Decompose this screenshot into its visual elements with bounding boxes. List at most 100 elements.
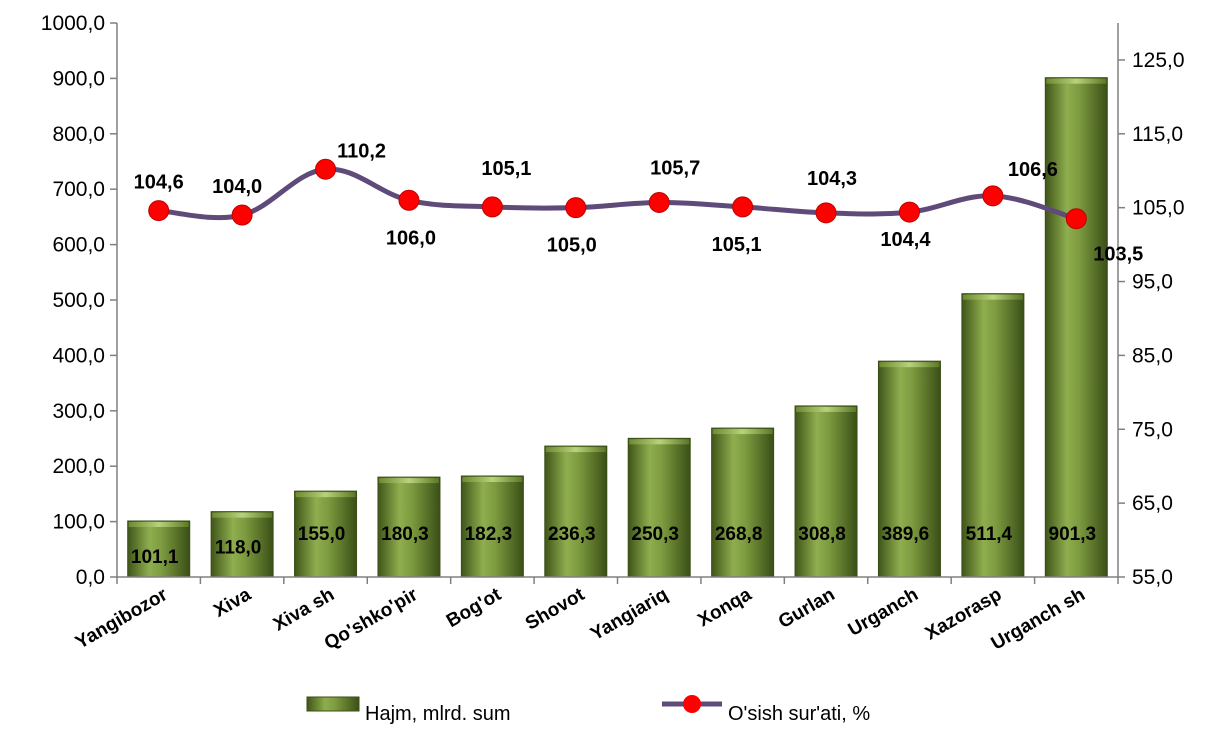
bar-top: [879, 362, 940, 368]
bar-body: [794, 405, 858, 578]
bar: [627, 437, 691, 578]
bar-value-label: 308,8: [798, 524, 846, 545]
line-point: [231, 204, 253, 226]
legend-bar-swatch: [306, 696, 360, 712]
bar: [711, 427, 775, 578]
category-label: Urganch: [845, 584, 922, 641]
line-point: [1065, 208, 1087, 230]
category-label: Urganch sh: [988, 584, 1089, 654]
category-label: Yangiariq: [587, 584, 672, 645]
bar: [1044, 77, 1108, 578]
bar: [877, 360, 941, 578]
line-value-label: 105,0: [547, 235, 597, 257]
right-tick-label: 95,0: [1132, 271, 1173, 294]
bar: [377, 476, 441, 578]
bar-value-label: 901,3: [1049, 524, 1097, 545]
line-point: [398, 189, 420, 211]
bar-body: [877, 360, 941, 578]
bar-value-label: 180,3: [381, 524, 429, 545]
left-tick-label: 200,0: [52, 455, 105, 478]
bar-top: [462, 477, 523, 483]
bar-value-label: 511,4: [966, 524, 1013, 545]
line-value-label: 105,1: [481, 158, 531, 180]
bar-top: [378, 478, 439, 484]
line-value-label: 110,2: [337, 140, 386, 162]
bar-value-label: 268,8: [715, 524, 763, 545]
bar-body: [711, 427, 775, 578]
left-tick-label: 500,0: [52, 289, 105, 312]
bar-top: [212, 512, 273, 518]
line-point: [481, 196, 503, 218]
line-point: [732, 196, 754, 218]
category-label: Bog'ot: [443, 584, 506, 632]
bar: [210, 511, 274, 578]
category-label: Shovot: [522, 584, 589, 635]
left-tick-label: 400,0: [52, 344, 105, 367]
bar-value-label: 236,3: [548, 524, 596, 545]
legend: Hajm, mlrd. sum O'sish sur'ati, %: [306, 695, 870, 725]
line-point: [148, 200, 170, 222]
left-tick-label: 0,0: [76, 566, 105, 589]
bar-value-label: 155,0: [298, 524, 346, 545]
bar-top: [295, 492, 356, 498]
bar: [127, 520, 191, 578]
line-value-label: 106,6: [1008, 159, 1058, 181]
bar-top: [128, 521, 189, 527]
bar-value-label: 118,0: [215, 538, 262, 559]
line-point: [898, 201, 920, 223]
bar-body: [377, 476, 441, 578]
growth-line: [158, 166, 1077, 222]
category-label: Xonqa: [694, 584, 755, 631]
data-labels: 101,1 118,0 155,0 180,3 182,3 236,3 250,3 268,8…: [131, 140, 1143, 568]
line-point: [565, 197, 587, 219]
bar-top: [796, 406, 857, 412]
left-tick-label: 800,0: [52, 123, 105, 146]
line-point: [982, 185, 1004, 207]
bar-value-label: 389,6: [882, 524, 930, 545]
legend-bar-label: Hajm, mlrd. sum: [365, 703, 511, 725]
bar-value-label: 101,1: [131, 547, 179, 568]
line-value-label: 105,1: [712, 234, 762, 256]
bar-body: [627, 437, 691, 578]
bar-body: [961, 293, 1025, 578]
bar-top: [545, 447, 606, 453]
line-point: [648, 191, 670, 213]
category-label: Qo'shko'pir: [321, 584, 422, 655]
line-point: [315, 158, 337, 180]
bar-body: [127, 520, 191, 578]
bar-top: [962, 294, 1023, 300]
category-label: Yangibozor: [72, 584, 172, 654]
right-tick-label: 75,0: [1132, 418, 1173, 441]
line-value-label: 104,3: [807, 168, 857, 190]
left-tick-label: 600,0: [52, 234, 105, 257]
bar-top: [1046, 78, 1107, 84]
category-label: Xiva sh: [270, 584, 338, 635]
bar-body: [210, 511, 274, 578]
line-value-label: 105,7: [650, 157, 700, 179]
right-tick-label: 85,0: [1132, 344, 1173, 367]
bar-body: [544, 445, 608, 578]
bar-top: [712, 429, 773, 435]
line-value-label: 104,4: [880, 229, 931, 251]
right-tick-label: 65,0: [1132, 492, 1173, 515]
category-label: Gurlan: [775, 584, 839, 633]
right-tick-label: 115,0: [1132, 123, 1183, 146]
left-tick-label: 300,0: [52, 400, 105, 423]
right-tick-label: 55,0: [1132, 566, 1173, 589]
left-tick-label: 700,0: [52, 178, 105, 201]
line-series: [148, 158, 1087, 230]
left-tick-label: 900,0: [52, 67, 105, 90]
legend-line-label: O'sish sur'ati, %: [728, 703, 870, 725]
right-tick-label: 125,0: [1132, 49, 1185, 72]
right-tick-label: 105,0: [1132, 197, 1185, 220]
line-value-label: 106,0: [386, 227, 436, 249]
bar-value-label: 250,3: [631, 524, 679, 545]
legend-marker: [683, 695, 701, 713]
bar-series: [127, 77, 1108, 578]
category-label: Xiva: [210, 584, 255, 622]
bar-body: [1044, 77, 1108, 578]
bar-value-label: 182,3: [465, 524, 513, 545]
bar-top: [629, 439, 690, 445]
